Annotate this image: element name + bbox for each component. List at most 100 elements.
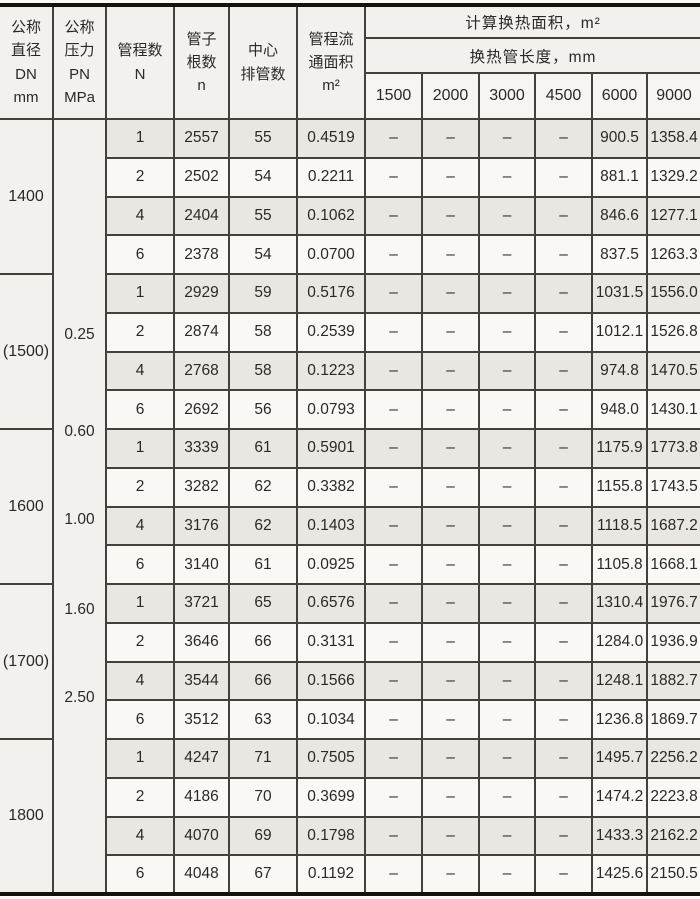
cell-len-6000: 1474.2 bbox=[591, 776, 648, 818]
cell-tube-count: 3176 bbox=[173, 505, 230, 547]
column-header-len-1500: 1500 bbox=[364, 72, 423, 120]
cell-len-4500: – bbox=[534, 699, 593, 740]
cell-len-1500: – bbox=[364, 660, 423, 702]
table-row: 4 2404 55 0.1062– – – –846.6 1277.1 bbox=[0, 195, 700, 237]
cell-len-3000: – bbox=[478, 195, 536, 237]
cell-passes: 4 bbox=[105, 505, 175, 547]
cell-len-9000: 1976.7 bbox=[645, 583, 700, 624]
cell-len-1500: – bbox=[364, 273, 423, 314]
column-header-dn: 公称 直径 DN mm bbox=[0, 4, 54, 120]
cell-len-2000: – bbox=[421, 815, 480, 857]
cell-flow-area: 0.2539 bbox=[296, 311, 366, 353]
cell-flow-area: 0.1034 bbox=[296, 699, 366, 740]
cell-flow-area: 0.7505 bbox=[296, 738, 366, 779]
header-tube-length-title: 换热管长度，mm bbox=[363, 37, 700, 74]
cell-center-rows: 70 bbox=[228, 776, 298, 818]
dn-group-label: 1800 bbox=[0, 738, 54, 895]
cell-len-4500: – bbox=[534, 776, 593, 818]
cell-len-2000: – bbox=[421, 156, 480, 198]
cell-flow-area: 0.3382 bbox=[296, 466, 366, 508]
cell-tube-count: 2404 bbox=[173, 195, 230, 237]
cell-len-2000: – bbox=[421, 428, 480, 469]
table-body: 1400 0.25 0.60 1.00 1.60 2.50 1 2557 55 0.4519– – –… bbox=[0, 118, 700, 895]
cell-len-6000: 900.5 bbox=[591, 118, 648, 159]
cell-len-4500: – bbox=[534, 311, 593, 353]
cell-len-2000: – bbox=[421, 776, 480, 818]
cell-len-6000: 837.5 bbox=[591, 234, 648, 275]
cell-len-9000: 1882.7 bbox=[645, 660, 700, 702]
cell-len-1500: – bbox=[364, 156, 423, 198]
cell-flow-area: 0.1223 bbox=[296, 350, 366, 392]
cell-center-rows: 54 bbox=[228, 234, 298, 275]
cell-tube-count: 2929 bbox=[173, 273, 230, 314]
cell-tube-count: 4070 bbox=[173, 815, 230, 857]
cell-center-rows: 59 bbox=[228, 273, 298, 314]
cell-len-2000: – bbox=[421, 738, 480, 779]
cell-len-4500: – bbox=[534, 815, 593, 857]
cell-len-6000: 948.0 bbox=[591, 389, 648, 430]
cell-tube-count: 3646 bbox=[173, 621, 230, 663]
cell-len-1500: – bbox=[364, 776, 423, 818]
table-row: 2 2502 54 0.2211– – – –881.1 1329.2 bbox=[0, 156, 700, 198]
cell-passes: 6 bbox=[105, 234, 175, 275]
cell-flow-area: 0.0700 bbox=[296, 234, 366, 275]
cell-flow-area: 0.3699 bbox=[296, 776, 366, 818]
cell-len-4500: – bbox=[534, 156, 593, 198]
dn-group-label: 1400 bbox=[0, 118, 54, 275]
cell-len-3000: – bbox=[478, 621, 536, 663]
cell-len-4500: – bbox=[534, 505, 593, 547]
column-header-len-6000: 6000 bbox=[591, 72, 648, 120]
cell-len-6000: 1425.6 bbox=[591, 854, 648, 895]
dn-group-label: 1600 bbox=[0, 428, 54, 585]
cell-tube-count: 3721 bbox=[173, 583, 230, 624]
cell-len-3000: – bbox=[478, 583, 536, 624]
cell-len-9000: 1358.4 bbox=[645, 118, 700, 159]
cell-len-6000: 881.1 bbox=[591, 156, 648, 198]
pn-value: 1.00 bbox=[64, 510, 95, 528]
table-row: 6 3512 63 0.1034– – – –1236.8 1869.7 bbox=[0, 699, 700, 740]
cell-len-2000: – bbox=[421, 505, 480, 547]
cell-flow-area: 0.0925 bbox=[296, 544, 366, 585]
pn-value: 0.25 bbox=[64, 325, 95, 343]
cell-len-9000: 1668.1 bbox=[645, 544, 700, 585]
table-row: 6 2692 56 0.0793– – – –948.0 1430.1 bbox=[0, 389, 700, 430]
cell-len-1500: – bbox=[364, 389, 423, 430]
cell-len-3000: – bbox=[478, 156, 536, 198]
cell-len-1500: – bbox=[364, 118, 423, 159]
cell-len-2000: – bbox=[421, 544, 480, 585]
cell-len-6000: 1433.3 bbox=[591, 815, 648, 857]
table-row: 2 3646 66 0.3131– – – –1284.0 1936.9 bbox=[0, 621, 700, 663]
cell-len-6000: 1310.4 bbox=[591, 583, 648, 624]
cell-center-rows: 62 bbox=[228, 505, 298, 547]
table-row: 4 2768 58 0.1223– – – –974.8 1470.5 bbox=[0, 350, 700, 392]
cell-flow-area: 0.1566 bbox=[296, 660, 366, 702]
cell-len-1500: – bbox=[364, 621, 423, 663]
pn-values-stack: 0.25 0.60 1.00 1.60 2.50 bbox=[55, 121, 104, 892]
table-row: 2 4186 70 0.3699– – – –1474.2 2223.8 bbox=[0, 776, 700, 818]
cell-len-6000: 1495.7 bbox=[591, 738, 648, 779]
column-header-flow-area: 管程流 通面积 m² bbox=[296, 4, 366, 120]
table-row: 4 4070 69 0.1798– – – –1433.3 2162.2 bbox=[0, 815, 700, 857]
cell-len-4500: – bbox=[534, 273, 593, 314]
cell-len-9000: 2150.5 bbox=[645, 854, 700, 895]
cell-tube-count: 2557 bbox=[173, 118, 230, 159]
cell-len-3000: – bbox=[478, 815, 536, 857]
column-header-passes: 管程数 N bbox=[105, 4, 175, 120]
cell-len-4500: – bbox=[534, 234, 593, 275]
cell-flow-area: 0.1798 bbox=[296, 815, 366, 857]
cell-tube-count: 3339 bbox=[173, 428, 230, 469]
cell-len-2000: – bbox=[421, 234, 480, 275]
cell-tube-count: 2502 bbox=[173, 156, 230, 198]
table-row: 2 3282 62 0.3382– – – –1155.8 1743.5 bbox=[0, 466, 700, 508]
cell-len-1500: – bbox=[364, 466, 423, 508]
cell-tube-count: 4186 bbox=[173, 776, 230, 818]
cell-center-rows: 69 bbox=[228, 815, 298, 857]
cell-len-2000: – bbox=[421, 699, 480, 740]
cell-len-4500: – bbox=[534, 428, 593, 469]
cell-len-9000: 1743.5 bbox=[645, 466, 700, 508]
cell-len-2000: – bbox=[421, 389, 480, 430]
cell-len-6000: 974.8 bbox=[591, 350, 648, 392]
cell-passes: 2 bbox=[105, 776, 175, 818]
cell-len-9000: 2256.2 bbox=[645, 738, 700, 779]
